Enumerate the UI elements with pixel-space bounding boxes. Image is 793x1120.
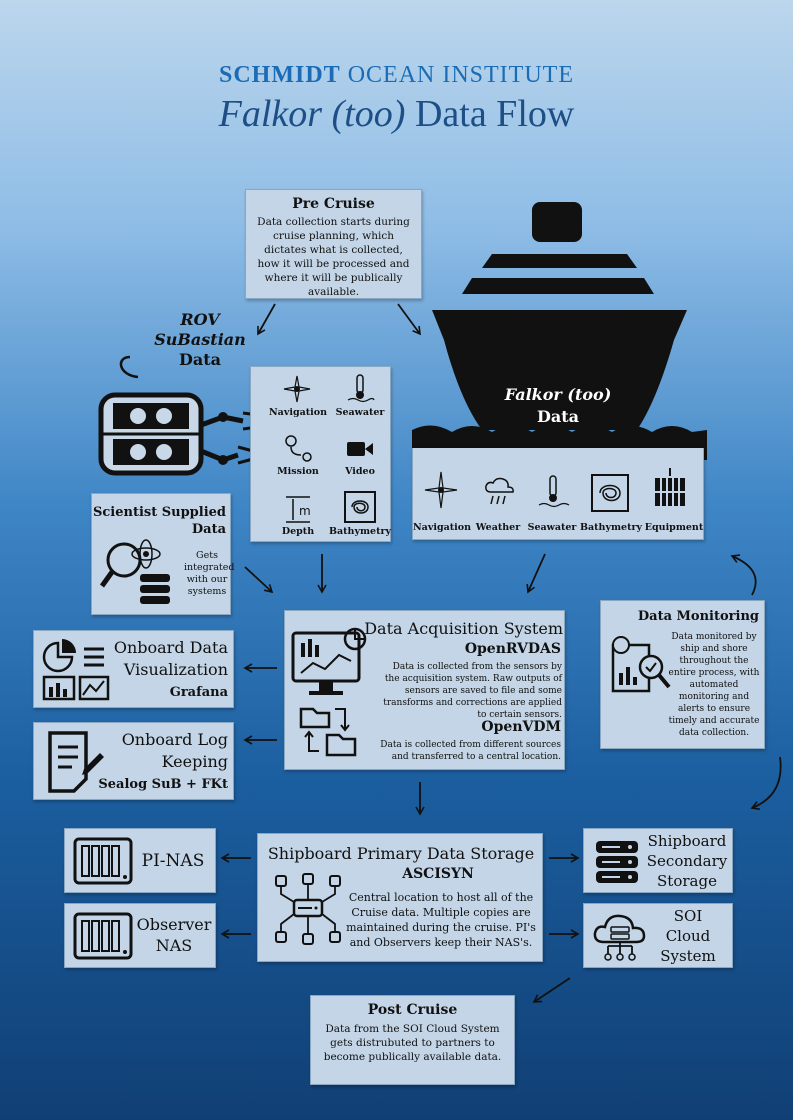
- openrvdas-text: Data is collected from the sensors by th…: [383, 662, 562, 720]
- arrow: [526, 553, 546, 594]
- das-box: Data Acquisition System OpenRVDAS Data i…: [284, 610, 565, 770]
- rov-item-label: Mission: [277, 466, 319, 477]
- arrow: [532, 977, 571, 1003]
- dashboard-icon: [42, 639, 110, 701]
- monitoring-title: Data Monitoring: [637, 609, 759, 624]
- viz-title: Onboard Data Visualization: [113, 638, 228, 679]
- notepad-pen-icon: [48, 731, 104, 793]
- storage-sub: ASCISYN: [402, 866, 474, 882]
- video-icon: [347, 442, 373, 456]
- ship-data-box: Navigation Weather Seawater Bathymetry E…: [412, 448, 704, 540]
- ship-item-label: Navigation: [412, 522, 471, 533]
- rov-item-label: Seawater: [335, 407, 385, 418]
- arrow: [730, 554, 757, 596]
- monitor-chart-icon: [291, 627, 367, 695]
- post-cruise-box: Post Cruise Data from the SOI Cloud Syst…: [310, 995, 515, 1085]
- rov-item-label: Bathymetry: [328, 526, 391, 537]
- storage-text: Central location to host all of the Crui…: [346, 891, 536, 949]
- weather-icon: [485, 477, 514, 505]
- storage-title: Shipboard Primary Data Storage: [267, 844, 535, 863]
- log-box: Onboard Log Keeping Sealog SuB + FKt: [33, 722, 234, 800]
- log-sub: Sealog SuB + FKt: [98, 777, 228, 792]
- pi-nas-box: PI-NAS: [64, 828, 216, 893]
- das-title: Data Acquisition System: [364, 619, 563, 638]
- monitoring-box: Data Monitoring Data monitored by ship a…: [600, 600, 765, 749]
- bathymetry-icon: [591, 474, 629, 512]
- arrow: [244, 566, 274, 594]
- viz-sub: Grafana: [169, 685, 228, 700]
- primary-storage-box: Shipboard Primary Data Storage ASCISYN C…: [257, 833, 543, 962]
- nas-icon: [73, 837, 133, 885]
- arrow: [397, 303, 421, 336]
- equipment-icon: [655, 468, 685, 506]
- openvdm-title: OpenVDM: [481, 719, 561, 735]
- network-server-icon: [275, 873, 341, 945]
- scientist-title: Scientist Supplied Data: [92, 505, 226, 537]
- observer-nas-box: Observer NAS: [64, 903, 216, 968]
- rov-item-label: Depth: [281, 526, 315, 537]
- pre-cruise-text: Data collection starts during cruise pla…: [257, 216, 410, 298]
- rov-item-label: Navigation: [268, 407, 327, 418]
- pre-cruise-title: Pre Cruise: [292, 196, 375, 212]
- ship-item-label: Weather: [475, 522, 521, 533]
- viz-box: Onboard Data Visualization Grafana: [33, 630, 234, 708]
- ship-item-label: Equipment: [644, 522, 704, 533]
- ship-item-label: Seawater: [527, 522, 577, 533]
- thermometer-icon: [538, 475, 570, 508]
- research-icon: [99, 539, 170, 604]
- thermometer-icon: [347, 374, 375, 403]
- cloud-system-label: SOI Cloud System: [660, 907, 716, 965]
- depth-icon: m: [286, 496, 311, 523]
- compass-icon: [424, 471, 458, 509]
- openvdm-text: Data is collected from different sources…: [380, 740, 561, 762]
- rov-item-label: Video: [345, 466, 375, 477]
- pi-nas-label: PI-NAS: [141, 851, 205, 871]
- folder-transfer-icon: [299, 707, 357, 757]
- cloud-system-box: SOI Cloud System: [583, 903, 733, 968]
- ship-title: Falkor (too) Data: [504, 385, 612, 426]
- scientist-text: Gets integrated with our systems: [184, 550, 235, 597]
- org-name: SCHMIDT OCEAN INSTITUTE: [219, 62, 574, 88]
- nas-icon: [73, 912, 133, 960]
- rov-data-box: Navigation Seawater Mission Video m Dept…: [250, 366, 391, 542]
- rov-title: ROV SuBastian Data: [154, 310, 246, 369]
- compass-icon: [283, 375, 311, 403]
- arrow: [257, 303, 276, 336]
- monitoring-text: Data monitored by ship and shore through…: [668, 632, 760, 738]
- post-cruise-title: Post Cruise: [367, 1002, 458, 1018]
- bathymetry-icon: [344, 491, 376, 523]
- post-cruise-text: Data from the SOI Cloud System gets dist…: [323, 1023, 502, 1063]
- server-stack-icon: [596, 841, 638, 883]
- observer-nas-label: Observer NAS: [136, 915, 212, 955]
- cloud-server-icon: [593, 914, 646, 961]
- rov-icon: [98, 355, 259, 476]
- page-title: Falkor (too) Data Flow: [218, 93, 575, 135]
- log-title: Onboard Log Keeping: [121, 730, 228, 771]
- scientist-data-box: Scientist Supplied Data Gets integrated w…: [91, 493, 235, 615]
- route-icon: [285, 435, 312, 462]
- report-search-icon: [611, 636, 671, 693]
- svg-text:m: m: [299, 504, 311, 518]
- pre-cruise-box: Pre Cruise Data collection starts during…: [245, 189, 422, 299]
- openrvdas-title: OpenRVDAS: [464, 641, 561, 657]
- secondary-storage-label: Shipboard Secondary Storage: [646, 832, 728, 890]
- ship-item-label: Bathymetry: [579, 522, 642, 533]
- secondary-storage-box: Shipboard Secondary Storage: [583, 828, 733, 893]
- arrow: [750, 756, 782, 810]
